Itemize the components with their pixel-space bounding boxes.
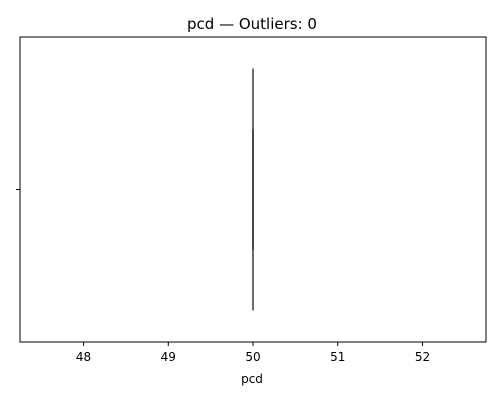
x-axis-ticks: 48 49 50 51 52 bbox=[76, 342, 430, 364]
x-axis-label: pcd bbox=[241, 372, 263, 386]
x-tick-label: 51 bbox=[330, 350, 345, 364]
x-tick-label: 52 bbox=[415, 350, 430, 364]
x-tick-label: 48 bbox=[76, 350, 91, 364]
x-tick-label: 49 bbox=[161, 350, 176, 364]
x-tick-label: 50 bbox=[245, 350, 260, 364]
chart-title: pcd — Outliers: 0 bbox=[187, 15, 317, 33]
